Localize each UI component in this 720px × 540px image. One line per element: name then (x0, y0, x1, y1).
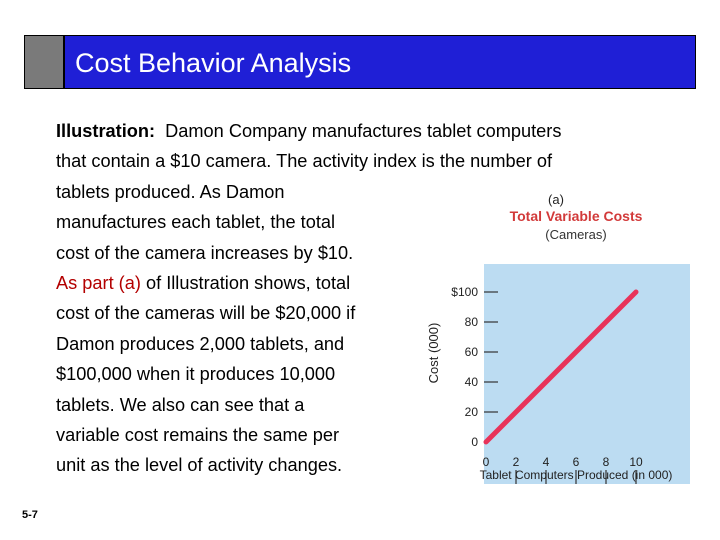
paragraph-line-10: tablets. We also can see that a (56, 394, 305, 415)
x-tick-label: 4 (543, 455, 550, 469)
illustration-label: Illustration: (56, 121, 156, 141)
title-bar: Cost Behavior Analysis (24, 35, 696, 89)
variable-cost-line (483, 289, 639, 445)
paragraph-line-4: manufactures each tablet, the total (56, 212, 336, 233)
chart-subtitle: (Cameras) (545, 227, 606, 242)
y-tick-label: 80 (465, 315, 479, 329)
title-tab (25, 36, 65, 88)
paragraph-line-7: cost of the cameras will be $20,000 if (56, 303, 356, 324)
y-tick-label: $100 (451, 285, 478, 299)
y-tick-label: 0 (471, 435, 478, 449)
x-tick-label: 2 (513, 455, 520, 469)
y-tick-label: 40 (465, 375, 479, 389)
x-tick-label: 6 (573, 455, 580, 469)
paragraph-line-2: that contain a $10 camera. The activity … (56, 151, 553, 172)
paragraph-line-11: variable cost remains the same per (56, 425, 340, 446)
paragraph-line-6: As part (a) of Illustration shows, total (56, 268, 476, 298)
x-axis-label: Tablet Computers Produced (in 000) (480, 468, 673, 482)
x-tick-label: 10 (629, 455, 643, 469)
y-tick-label: 20 (465, 405, 479, 419)
chart-part-label: (a) (548, 192, 564, 207)
total-variable-costs-chart: (a) Total Variable Costs (Cameras) 02040… (426, 192, 690, 484)
illustration-paragraph: Illustration: Damon Company manufactures… (56, 116, 561, 481)
y-axis-label: Cost (000) (426, 323, 441, 384)
paragraph-line-12: unit as the level of activity changes. (56, 455, 343, 476)
paragraph-line-1: Illustration: Damon Company manufactures… (56, 116, 561, 146)
paragraph-line-3: tablets produced. As Damon (56, 181, 285, 202)
paragraph-line-9: $100,000 when it produces 10,000 (56, 364, 336, 385)
chart-title: Total Variable Costs (510, 208, 643, 224)
paragraph-line-1-text: Damon Company manufactures tablet comput… (165, 121, 562, 141)
y-tick-label: 60 (465, 345, 479, 359)
paragraph-line-8: Damon produces 2,000 tablets, and (56, 333, 345, 354)
x-tick-label: 8 (603, 455, 610, 469)
paragraph-line-5: cost of the camera increases by $10. (56, 242, 354, 263)
paragraph-line-6-text: of Illustration shows, total (145, 273, 351, 294)
part-a-highlight: As part (a) (56, 273, 141, 294)
plot-area (484, 264, 690, 484)
slide-number: 5-7 (22, 509, 38, 521)
x-tick-label: 0 (483, 455, 490, 469)
slide-title: Cost Behavior Analysis (75, 48, 352, 78)
